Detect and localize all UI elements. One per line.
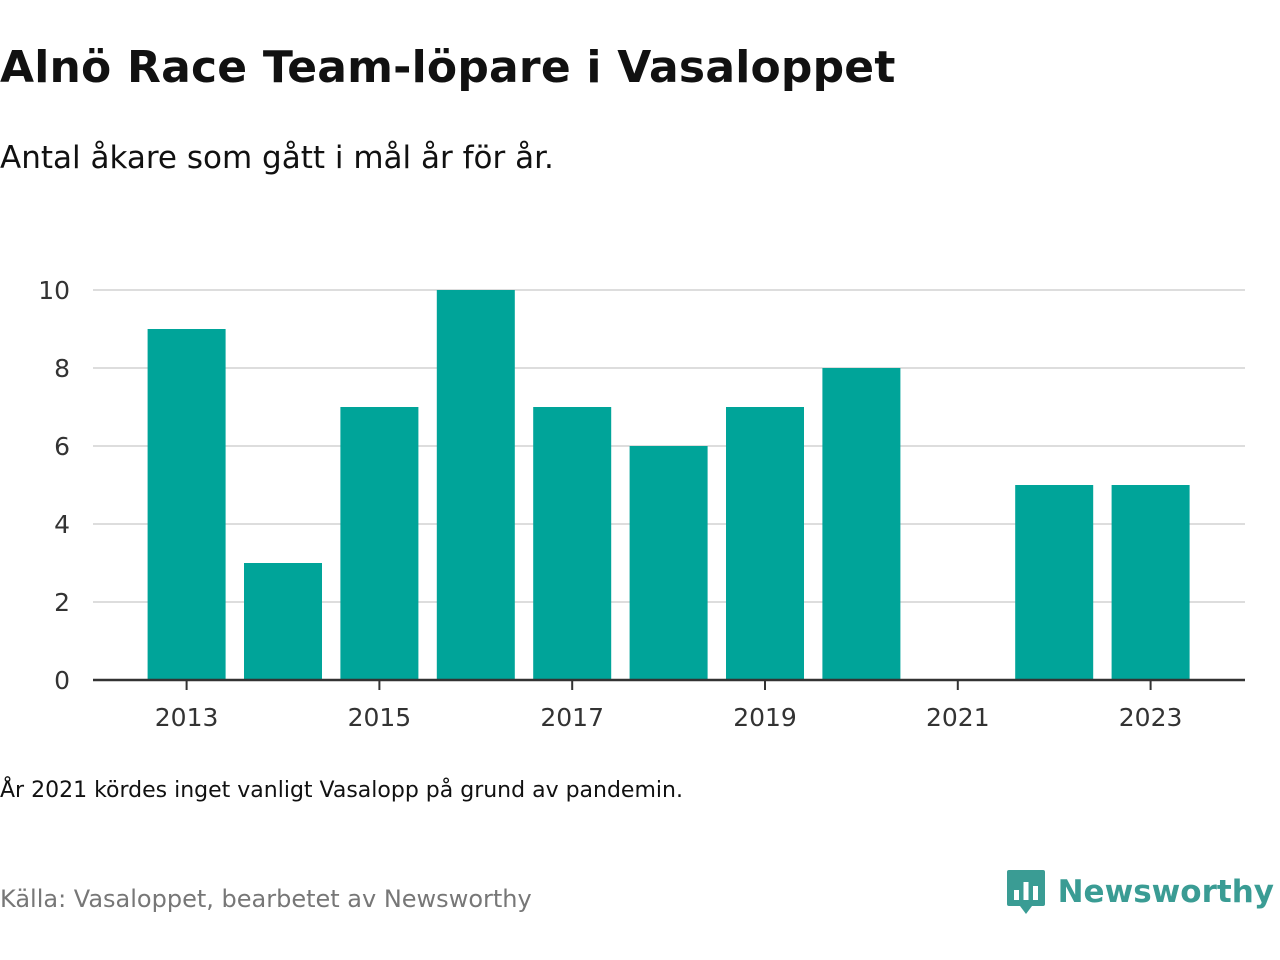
y-tick-label: 2 <box>54 588 70 617</box>
bar-2018 <box>629 446 708 680</box>
chart-subtitle: Antal åkare som gått i mål år för år. <box>0 140 554 176</box>
y-tick-label: 10 <box>38 276 70 305</box>
bar-2015 <box>340 407 419 680</box>
x-tick-label: 2017 <box>540 703 604 732</box>
y-tick-label: 4 <box>54 510 70 539</box>
y-tick-label: 8 <box>54 354 70 383</box>
bars <box>147 290 1190 680</box>
source-credit: Källa: Vasaloppet, bearbetet av Newswort… <box>0 885 532 913</box>
bar-2022 <box>1015 485 1094 680</box>
brand-name: Newsworthy <box>1057 874 1274 910</box>
bar-2023 <box>1111 485 1190 680</box>
bar-2019 <box>726 407 804 680</box>
y-tick-label: 0 <box>54 666 70 695</box>
bar-2014 <box>244 563 322 680</box>
brand-logo: Newsworthy <box>1006 868 1274 916</box>
bar-2013 <box>147 329 226 680</box>
bar-2016 <box>436 290 515 680</box>
newsworthy-logo-icon <box>1006 870 1045 914</box>
axes: 0 2 4 6 8 10 2013 2015 2017 2019 2021 2023 <box>38 276 1245 732</box>
chart-title: Alnö Race Team-löpare i Vasaloppet <box>0 42 896 93</box>
y-tick-label: 6 <box>54 432 70 461</box>
x-tick-label: 2013 <box>155 703 219 732</box>
bar-2020 <box>822 368 901 680</box>
chart-note: År 2021 kördes inget vanligt Vasalopp på… <box>0 778 683 803</box>
x-tick-label: 2021 <box>926 703 990 732</box>
x-tick-label: 2015 <box>348 703 412 732</box>
x-tick-label: 2019 <box>733 703 797 732</box>
bar-2017 <box>533 407 612 680</box>
x-tick-label: 2023 <box>1119 703 1183 732</box>
